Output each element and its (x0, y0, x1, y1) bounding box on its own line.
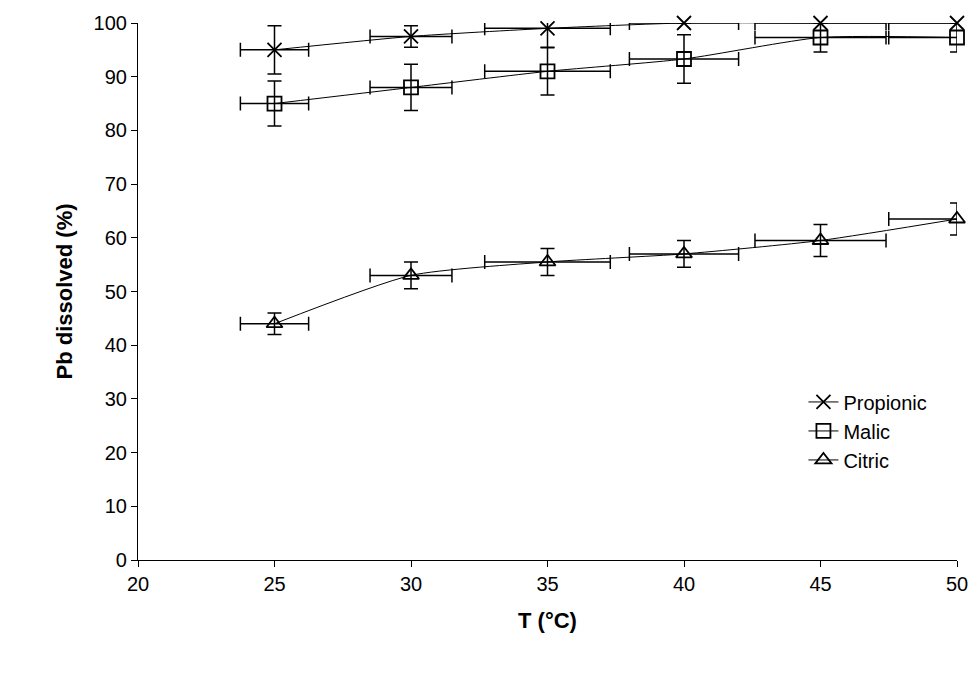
svg-text:Malic: Malic (843, 421, 890, 443)
svg-text:35: 35 (536, 573, 558, 595)
svg-text:Citric: Citric (843, 450, 889, 472)
svg-text:50: 50 (105, 281, 127, 303)
svg-text:25: 25 (263, 573, 285, 595)
svg-text:90: 90 (105, 66, 127, 88)
svg-text:20: 20 (105, 442, 127, 464)
svg-text:45: 45 (809, 573, 831, 595)
svg-text:Propionic: Propionic (843, 392, 926, 414)
svg-text:100: 100 (94, 12, 127, 34)
svg-text:30: 30 (105, 388, 127, 410)
svg-text:T (°C): T (°C) (518, 608, 577, 633)
svg-text:80: 80 (105, 119, 127, 141)
svg-text:40: 40 (105, 334, 127, 356)
svg-text:Pb dissolved (%): Pb dissolved (%) (52, 203, 77, 379)
svg-text:40: 40 (673, 573, 695, 595)
svg-text:30: 30 (400, 573, 422, 595)
svg-text:70: 70 (105, 173, 127, 195)
svg-text:0: 0 (116, 549, 127, 571)
svg-text:60: 60 (105, 227, 127, 249)
svg-text:20: 20 (127, 573, 149, 595)
svg-text:10: 10 (105, 495, 127, 517)
svg-text:50: 50 (946, 573, 968, 595)
